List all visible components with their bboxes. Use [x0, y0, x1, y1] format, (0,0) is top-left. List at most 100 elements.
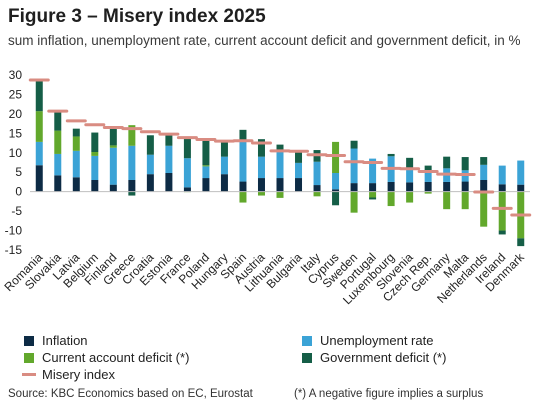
bar-inflation [461, 181, 469, 192]
bar-government [498, 230, 506, 235]
legend-label-misery: Misery index [42, 367, 115, 382]
y-tick-label: 10 [9, 146, 23, 160]
y-tick-label: 5 [15, 165, 22, 179]
legend-item-current-account: Current account deficit (*) [24, 350, 189, 365]
bar-current-account [72, 136, 80, 151]
bar-unemployment [165, 145, 173, 173]
bar-inflation [313, 185, 321, 192]
bar-current-account [91, 152, 99, 156]
bar-government [128, 191, 136, 196]
legend-label-unemployment: Unemployment rate [320, 333, 434, 348]
bar-government [332, 191, 340, 206]
bar-government [424, 165, 432, 172]
bar-government [350, 140, 358, 149]
bar-inflation [146, 174, 154, 192]
bar-current-account [480, 191, 488, 227]
footnote: (*) A negative figure implies a surplus [294, 388, 484, 400]
bar-current-account [387, 191, 395, 207]
bar-government [35, 80, 43, 112]
bar-current-account [313, 191, 321, 197]
bar-government [91, 132, 99, 152]
bar-inflation [35, 165, 43, 192]
bar-government [276, 144, 284, 152]
bar-inflation [91, 180, 99, 192]
y-tick-label: 15 [9, 126, 23, 140]
legend-swatch-unemployment [302, 336, 312, 346]
bar-unemployment [313, 161, 321, 186]
bar-government [202, 139, 210, 166]
bar-inflation [276, 178, 284, 192]
legend-label-government: Government deficit (*) [320, 350, 447, 365]
bar-government [406, 157, 414, 168]
bar-current-account [109, 145, 117, 148]
bar-unemployment [498, 165, 506, 185]
legend-swatch-misery [22, 373, 36, 376]
bar-government [220, 141, 228, 157]
bar-unemployment [35, 141, 43, 166]
bar-current-account [443, 191, 451, 210]
bar-inflation [128, 180, 136, 192]
bar-government [369, 197, 377, 200]
y-tick-label: 25 [9, 87, 23, 101]
bar-government [387, 153, 395, 157]
y-tick-label: -10 [5, 224, 23, 238]
legend-label-current-account: Current account deficit (*) [42, 350, 190, 365]
legend-swatch-inflation [24, 336, 34, 346]
bar-current-account [369, 191, 377, 198]
bar-current-account [54, 130, 62, 154]
bar-government [480, 157, 488, 165]
bar-current-account [257, 191, 265, 196]
legend-item-government: Government deficit (*) [302, 350, 446, 365]
bar-government [183, 137, 191, 159]
bar-unemployment [517, 160, 525, 185]
y-tick-label: -5 [11, 204, 22, 218]
bar-inflation [220, 174, 228, 192]
chart-title: Figure 3 – Misery index 2025 [8, 6, 266, 27]
bar-current-account [461, 191, 469, 210]
bar-unemployment [128, 145, 136, 180]
bar-inflation [332, 189, 340, 192]
bar-unemployment [109, 147, 117, 185]
legend-swatch-government [302, 353, 312, 363]
legend-swatch-current-account [24, 353, 34, 363]
bar-unemployment [424, 171, 432, 182]
bar-unemployment [369, 158, 377, 184]
bar-unemployment [276, 151, 284, 179]
bar-government [165, 134, 173, 146]
bar-government [54, 111, 62, 131]
bar-unemployment [220, 156, 228, 175]
bar-unemployment [257, 156, 265, 179]
y-tick-label: 0 [15, 185, 22, 199]
bar-government [461, 157, 469, 171]
bar-unemployment [183, 158, 191, 188]
y-tick-label: -15 [5, 243, 23, 257]
bar-inflation [406, 182, 414, 192]
misery-index-markers [28, 78, 532, 217]
bar-inflation [72, 177, 80, 192]
bar-inflation [369, 183, 377, 192]
bar-inflation [165, 173, 173, 192]
bar-unemployment [332, 173, 340, 190]
x-axis: RomaniaSlovakiaLatviaBelgiumFinlandGreec… [2, 250, 528, 308]
bar-government [443, 156, 451, 169]
bar-current-account [332, 141, 340, 173]
chart-subtitle: sum inflation, unemployment rate, curren… [8, 33, 521, 48]
legend-label-inflation: Inflation [42, 333, 88, 348]
bar-unemployment [72, 150, 80, 178]
bar-inflation [257, 178, 265, 192]
bar-unemployment [146, 154, 154, 175]
bar-unemployment [295, 162, 303, 179]
legend-item-inflation: Inflation [24, 333, 88, 348]
bar-government [109, 127, 117, 146]
y-tick-label: 20 [9, 107, 23, 121]
bar-government [295, 151, 303, 163]
bar-inflation [498, 184, 506, 192]
bar-unemployment [350, 148, 358, 184]
bar-inflation [480, 180, 488, 192]
bar-unemployment [480, 164, 488, 180]
bar-unemployment [54, 153, 62, 176]
bar-government [72, 128, 80, 137]
bar-current-account [239, 191, 247, 203]
bar-current-account [202, 165, 210, 167]
bar-inflation [295, 178, 303, 192]
